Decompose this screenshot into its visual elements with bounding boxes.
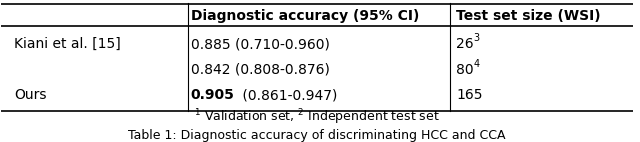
- Text: 165: 165: [456, 88, 483, 102]
- Text: Kiani et al. [15]: Kiani et al. [15]: [14, 37, 121, 51]
- Text: Table 1: Diagnostic accuracy of discriminating HCC and CCA: Table 1: Diagnostic accuracy of discrimi…: [129, 129, 506, 142]
- Text: Diagnostic accuracy (95% CI): Diagnostic accuracy (95% CI): [191, 9, 419, 23]
- Text: 0.842 (0.808-0.876): 0.842 (0.808-0.876): [191, 63, 330, 77]
- Text: Ours: Ours: [14, 88, 47, 102]
- Text: 0.885 (0.710-0.960): 0.885 (0.710-0.960): [191, 37, 330, 51]
- Text: 0.905: 0.905: [191, 88, 235, 102]
- Text: 4: 4: [474, 59, 480, 68]
- Text: 3: 3: [474, 33, 480, 43]
- Text: Test set size (WSI): Test set size (WSI): [456, 9, 601, 23]
- Text: 80: 80: [456, 63, 474, 77]
- Text: $^{1}$ Validation set, $^{2}$ Independent test set: $^{1}$ Validation set, $^{2}$ Independen…: [195, 107, 440, 127]
- Text: 26: 26: [456, 37, 474, 51]
- Text: (0.861-0.947): (0.861-0.947): [238, 88, 337, 102]
